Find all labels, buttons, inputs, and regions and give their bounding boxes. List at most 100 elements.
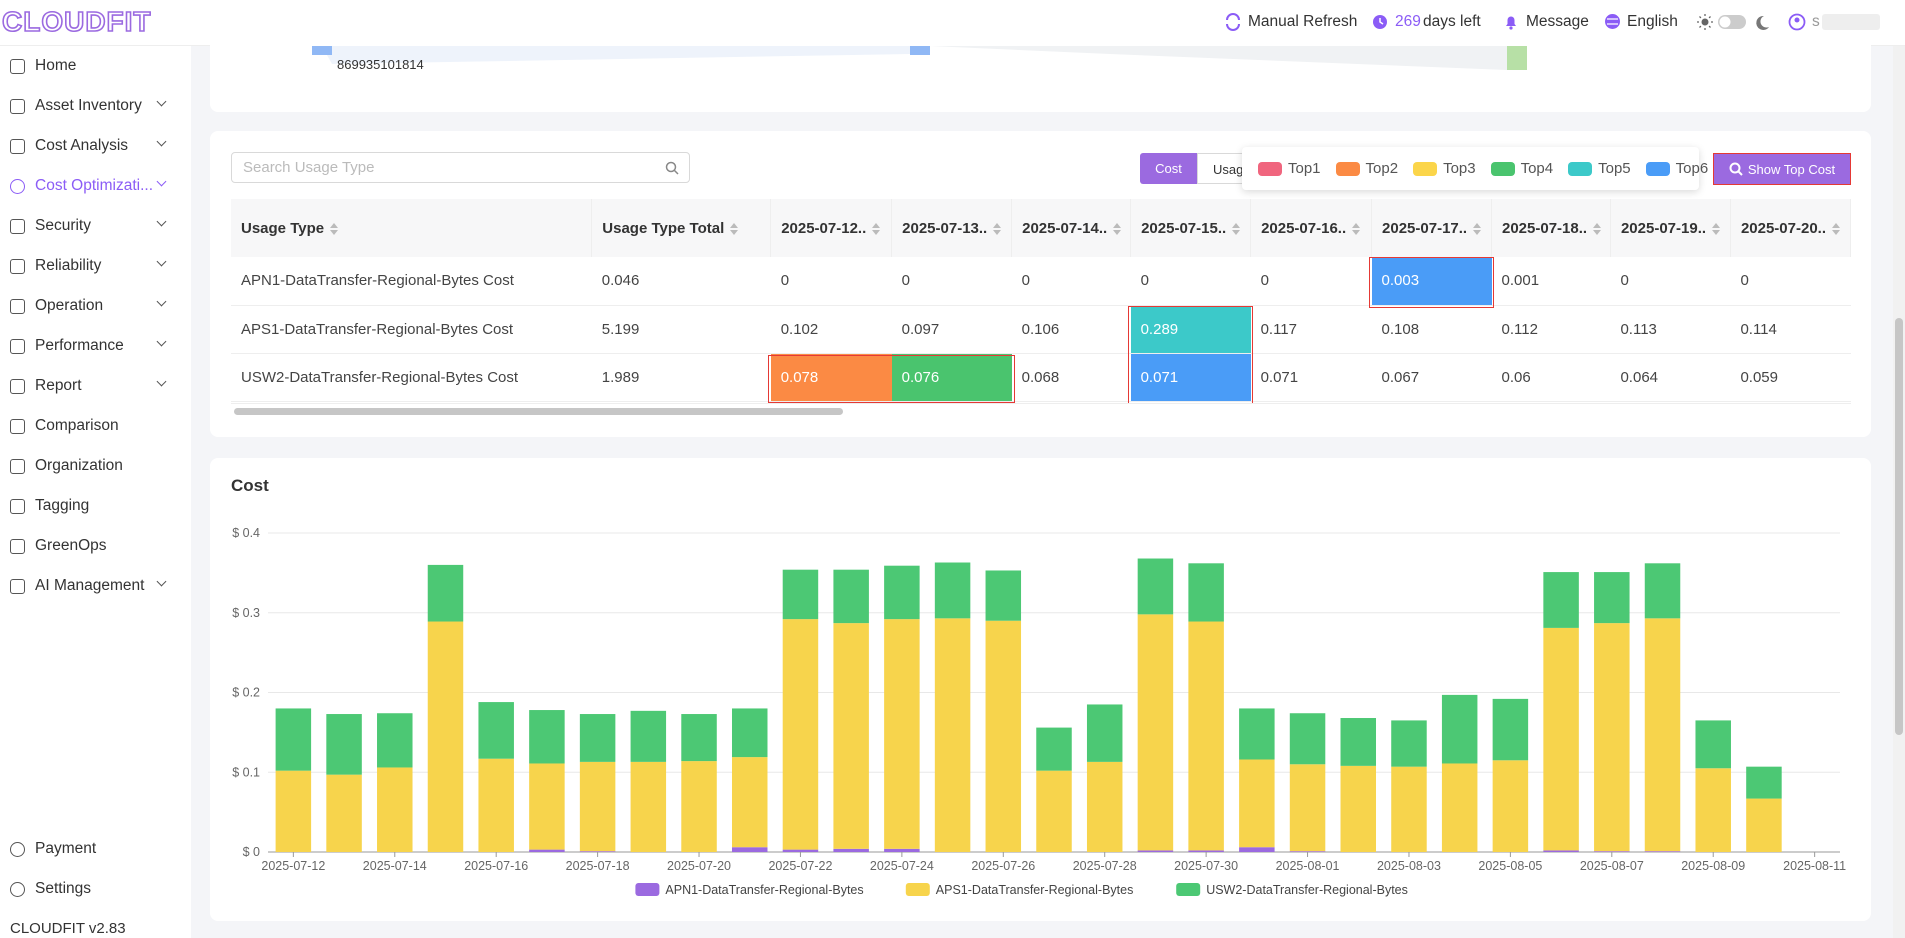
bar-segment (478, 702, 514, 759)
nav-item[interactable]: Asset Inventory (0, 88, 191, 124)
column-header[interactable]: 2025-07-18.. (1491, 199, 1611, 257)
nav-item[interactable]: Comparison (0, 408, 191, 444)
table-cell: 0.046 (591, 257, 771, 306)
nav-item[interactable]: GreenOps (0, 528, 191, 564)
sidebar: Home Asset Inventory Cost Analysis Cost Opt… (0, 46, 191, 938)
nav-label: Cost Optimizati... (35, 177, 153, 194)
bar-segment (1188, 621, 1224, 851)
nav-item[interactable]: Tagging (0, 488, 191, 524)
header: CLOUDFIT Manual Refresh 269 days left Me… (0, 0, 1905, 46)
nav-icon (10, 138, 25, 154)
legend-item[interactable]: Top6 (1645, 160, 1708, 177)
x-tick-label: 2025-07-14 (363, 859, 427, 873)
bar-segment (731, 757, 768, 848)
column-header[interactable]: 2025-07-12.. (770, 199, 893, 257)
bar-segment (833, 848, 869, 852)
bell-icon (1506, 16, 1516, 30)
nav-item[interactable]: Performance (0, 328, 191, 364)
legend-item[interactable]: Top1 (1258, 160, 1321, 177)
header-label: Usage Type (241, 219, 325, 237)
column-header[interactable]: 2025-07-19.. (1610, 199, 1731, 257)
nav-icon (10, 298, 25, 314)
table-cell: 0.003 (1371, 257, 1492, 306)
search-icon (1729, 162, 1743, 176)
show-top-cost-button[interactable]: Show Top Cost (1713, 153, 1851, 185)
sort-arrows (330, 222, 339, 235)
nav-item[interactable]: Home (0, 48, 191, 84)
bar-segment (884, 565, 920, 620)
nav-item[interactable]: Cost Analysis (0, 128, 191, 164)
nav-item[interactable]: Payment (0, 831, 191, 867)
bar-segment (326, 774, 362, 852)
sort-arrows (1232, 222, 1241, 235)
bar-segment (630, 710, 667, 762)
table-cell: 0.106 (1011, 305, 1131, 354)
legend-item[interactable]: Top5 (1568, 160, 1631, 177)
bar-segment (1340, 765, 1377, 852)
bar-segment (275, 770, 312, 852)
table-cell: 0 (1250, 257, 1372, 306)
nav-item[interactable]: Reliability (0, 248, 191, 284)
legend-swatch (1568, 161, 1593, 176)
column-header[interactable]: 2025-07-13.. (891, 199, 1013, 257)
column-header[interactable]: 2025-07-20.. (1730, 199, 1851, 257)
legend-label: USW2-DataTransfer-Regional-Bytes (1206, 883, 1408, 897)
nav-item[interactable]: Organization (0, 448, 191, 484)
header-label: 2025-07-12.. (781, 219, 867, 237)
language-button[interactable]: English (1627, 13, 1678, 30)
legend-item[interactable]: Top4 (1490, 160, 1553, 177)
legend-item[interactable]: Top2 (1335, 160, 1398, 177)
nav-label: Reliability (35, 257, 102, 274)
logo[interactable]: CLOUDFIT (1, 5, 152, 38)
nav-item[interactable]: Operation (0, 288, 191, 324)
search-box[interactable]: Search Usage Type (231, 152, 690, 183)
nav-icon (10, 178, 25, 194)
nav-item[interactable]: Cost Optimizati... (0, 168, 191, 204)
table-cell: 0.289 (1130, 305, 1251, 354)
nav-item[interactable]: Settings (0, 871, 191, 907)
nav-label: Comparison (35, 417, 119, 434)
v-scroll-thumb[interactable] (1895, 318, 1903, 735)
column-header[interactable]: Usage Type Total (591, 199, 772, 257)
bar-segment (1594, 851, 1630, 852)
tab-cost[interactable]: Cost (1140, 153, 1197, 184)
column-header[interactable]: 2025-07-17.. (1371, 199, 1492, 257)
table-cell: 0.114 (1730, 305, 1851, 354)
column-header[interactable]: Usage Type (231, 199, 593, 257)
days-count: 269 (1395, 13, 1421, 30)
message-button[interactable]: Message (1526, 13, 1589, 30)
column-header[interactable]: 2025-07-15.. (1130, 199, 1252, 257)
header-label: 2025-07-17.. (1382, 219, 1468, 237)
legend-swatch (1490, 161, 1515, 176)
legend-swatch (1258, 161, 1282, 176)
bar-segment (782, 849, 819, 852)
legend-item[interactable]: Top3 (1413, 160, 1476, 177)
bar-segment (1644, 563, 1681, 619)
bar-segment (884, 848, 920, 852)
table-row: APN1-DataTransfer-Regional-Bytes Cost 0.0… (231, 257, 1851, 306)
table-cell: 0.067 (1371, 353, 1492, 402)
nav-label: GreenOps (35, 537, 107, 554)
h-scroll-thumb[interactable] (234, 408, 843, 415)
bar-segment (833, 623, 869, 849)
nav-label: Cost Analysis (35, 137, 129, 154)
bar-segment (1441, 694, 1478, 764)
nav-icon (10, 218, 25, 234)
bar-segment (1644, 618, 1681, 852)
column-header[interactable]: 2025-07-16.. (1250, 199, 1373, 257)
column-header[interactable]: 2025-07-14.. (1011, 199, 1132, 257)
nav-item[interactable]: Report (0, 368, 191, 404)
bar-segment (326, 714, 362, 775)
refresh-button[interactable]: Manual Refresh (1248, 13, 1358, 30)
nav-icon (10, 338, 25, 354)
theme-toggle[interactable] (1696, 12, 1771, 32)
table-cell: APN1-DataTransfer-Regional-Bytes Cost (231, 257, 592, 306)
nav-item[interactable]: Security (0, 208, 191, 244)
user-name[interactable]: s (1812, 13, 1820, 30)
bar-segment (630, 761, 667, 852)
search-icon (665, 161, 679, 175)
sort-icon (1113, 222, 1122, 235)
nav-item[interactable]: AI Management (0, 568, 191, 604)
bar-segment (985, 620, 1022, 852)
bar-segment (529, 849, 565, 852)
